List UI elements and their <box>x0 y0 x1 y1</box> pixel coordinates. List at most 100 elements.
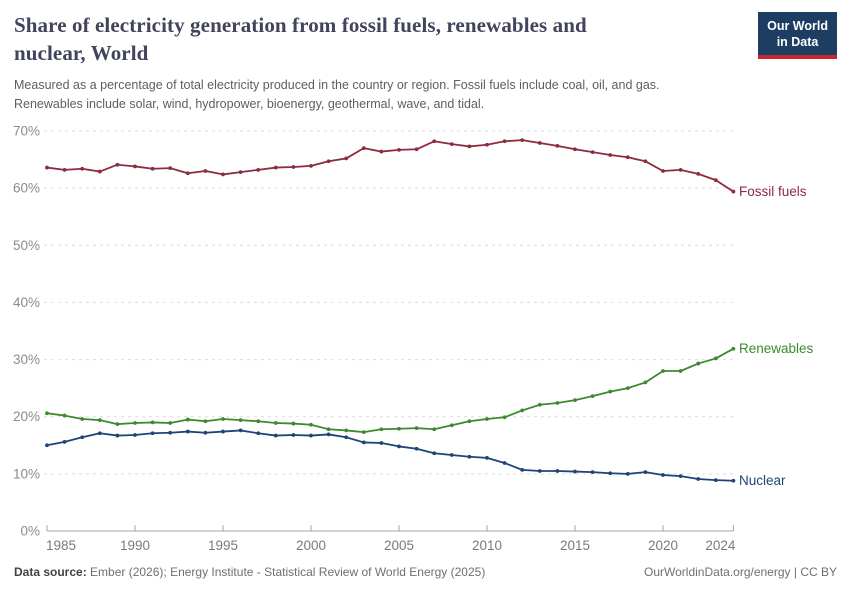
data-point-fossil-fuels-1985 <box>45 165 49 170</box>
data-point-renewables-2008 <box>449 423 454 428</box>
data-point-renewables-1990 <box>133 421 137 425</box>
data-point-nuclear-2023 <box>713 478 718 483</box>
data-point-fossil-fuels-2020 <box>661 169 665 173</box>
data-point-nuclear-2002 <box>344 435 349 440</box>
data-point-renewables-2023 <box>713 356 718 361</box>
data-point-fossil-fuels-2006 <box>414 147 419 152</box>
data-point-fossil-fuels-2024 <box>731 189 736 194</box>
series-label-nuclear: Nuclear <box>739 473 786 488</box>
data-point-fossil-fuels-2023 <box>713 178 718 183</box>
data-point-nuclear-1990 <box>133 433 137 437</box>
data-point-renewables-2013 <box>537 402 542 407</box>
data-point-nuclear-2009 <box>467 454 472 459</box>
data-point-renewables-1997 <box>256 419 261 424</box>
data-point-renewables-2000 <box>309 422 313 427</box>
data-point-fossil-fuels-2005 <box>397 147 401 152</box>
x-axis-label-1995: 1995 <box>208 538 238 553</box>
data-point-fossil-fuels-2015 <box>573 147 577 152</box>
y-axis-label-70: 70% <box>13 124 40 139</box>
data-point-nuclear-2005 <box>397 444 401 449</box>
data-point-nuclear-2018 <box>625 471 630 476</box>
data-point-renewables-1986 <box>62 413 67 418</box>
credit-link[interactable]: OurWorldinData.org/energy | CC BY <box>644 565 837 579</box>
data-point-nuclear-2010 <box>485 455 489 460</box>
data-point-nuclear-1999 <box>291 433 296 437</box>
data-point-fossil-fuels-1999 <box>291 165 296 169</box>
data-point-fossil-fuels-2022 <box>696 171 701 176</box>
data-point-nuclear-2019 <box>643 470 648 475</box>
data-point-renewables-2003 <box>361 430 366 435</box>
data-point-fossil-fuels-1990 <box>133 164 137 169</box>
data-point-nuclear-2007 <box>432 451 437 456</box>
data-point-fossil-fuels-1987 <box>80 166 85 171</box>
data-point-fossil-fuels-2004 <box>379 149 384 154</box>
data-point-nuclear-1988 <box>97 431 102 436</box>
data-point-renewables-1994 <box>203 419 208 424</box>
data-point-nuclear-2017 <box>608 471 613 476</box>
data-point-fossil-fuels-1988 <box>97 169 102 174</box>
data-point-renewables-1985 <box>45 411 49 416</box>
data-source-text: Ember (2026); Energy Institute - Statist… <box>86 565 486 579</box>
data-point-fossil-fuels-1986 <box>62 167 67 172</box>
data-point-nuclear-2016 <box>590 470 595 475</box>
x-axis-label-2020: 2020 <box>648 538 678 553</box>
data-point-fossil-fuels-1996 <box>238 170 243 175</box>
data-point-nuclear-2013 <box>537 469 542 473</box>
data-point-fossil-fuels-1991 <box>150 166 155 171</box>
data-point-fossil-fuels-2010 <box>485 142 489 147</box>
data-point-nuclear-1993 <box>185 429 190 434</box>
data-point-nuclear-2024 <box>731 478 736 483</box>
data-point-renewables-2021 <box>678 369 683 373</box>
y-axis-label-20: 20% <box>13 409 40 424</box>
x-axis-label-1985: 1985 <box>46 538 76 553</box>
data-point-nuclear-1986 <box>62 439 67 444</box>
data-point-renewables-2017 <box>608 389 613 394</box>
y-axis-label-10: 10% <box>13 466 40 481</box>
data-point-nuclear-1989 <box>115 433 120 438</box>
data-point-renewables-1996 <box>238 418 243 423</box>
data-point-renewables-2010 <box>485 417 489 421</box>
data-point-nuclear-2020 <box>661 473 665 477</box>
data-point-renewables-2001 <box>326 427 331 432</box>
data-point-nuclear-1996 <box>238 428 243 433</box>
data-point-nuclear-1987 <box>80 435 85 440</box>
data-point-nuclear-1998 <box>273 433 278 438</box>
chart-footer: Data source: Ember (2026); Energy Instit… <box>0 565 850 579</box>
data-point-nuclear-2022 <box>696 477 701 481</box>
data-point-renewables-2006 <box>414 426 419 431</box>
data-point-fossil-fuels-2009 <box>467 144 472 149</box>
data-point-renewables-1993 <box>185 417 190 422</box>
data-point-renewables-2004 <box>379 427 384 432</box>
x-axis-label-2010: 2010 <box>472 538 502 553</box>
data-point-renewables-2005 <box>397 426 401 431</box>
data-point-fossil-fuels-2008 <box>449 142 454 147</box>
data-point-fossil-fuels-2014 <box>555 143 560 148</box>
series-line-nuclear <box>46 429 734 482</box>
data-point-nuclear-2003 <box>361 440 366 445</box>
data-point-fossil-fuels-2017 <box>608 153 613 157</box>
data-point-nuclear-1992 <box>168 430 173 435</box>
chart-subtitle: Measured as a percentage of total electr… <box>14 78 660 111</box>
data-point-fossil-fuels-1994 <box>203 169 208 173</box>
series-label-renewables: Renewables <box>739 341 814 356</box>
data-point-renewables-2012 <box>520 408 525 413</box>
data-point-nuclear-2011 <box>502 461 507 465</box>
data-point-renewables-2011 <box>502 415 507 420</box>
data-point-renewables-1992 <box>168 421 173 425</box>
data-point-nuclear-1991 <box>150 431 155 436</box>
data-point-renewables-2014 <box>555 401 560 405</box>
data-source-note: Data source: Ember (2026); Energy Instit… <box>14 565 485 579</box>
data-point-fossil-fuels-1998 <box>273 165 278 170</box>
y-axis-label-50: 50% <box>13 238 40 253</box>
data-point-fossil-fuels-1993 <box>185 171 190 176</box>
data-point-fossil-fuels-1995 <box>221 172 225 177</box>
y-axis-label-40: 40% <box>13 295 40 310</box>
data-point-renewables-1988 <box>97 418 102 423</box>
data-point-renewables-1991 <box>150 420 155 425</box>
data-point-fossil-fuels-2012 <box>520 138 525 143</box>
data-point-renewables-1987 <box>80 417 85 421</box>
data-point-renewables-1998 <box>273 421 278 425</box>
data-point-nuclear-1995 <box>221 429 225 434</box>
owid-logo[interactable]: Our World in Data <box>758 12 837 60</box>
